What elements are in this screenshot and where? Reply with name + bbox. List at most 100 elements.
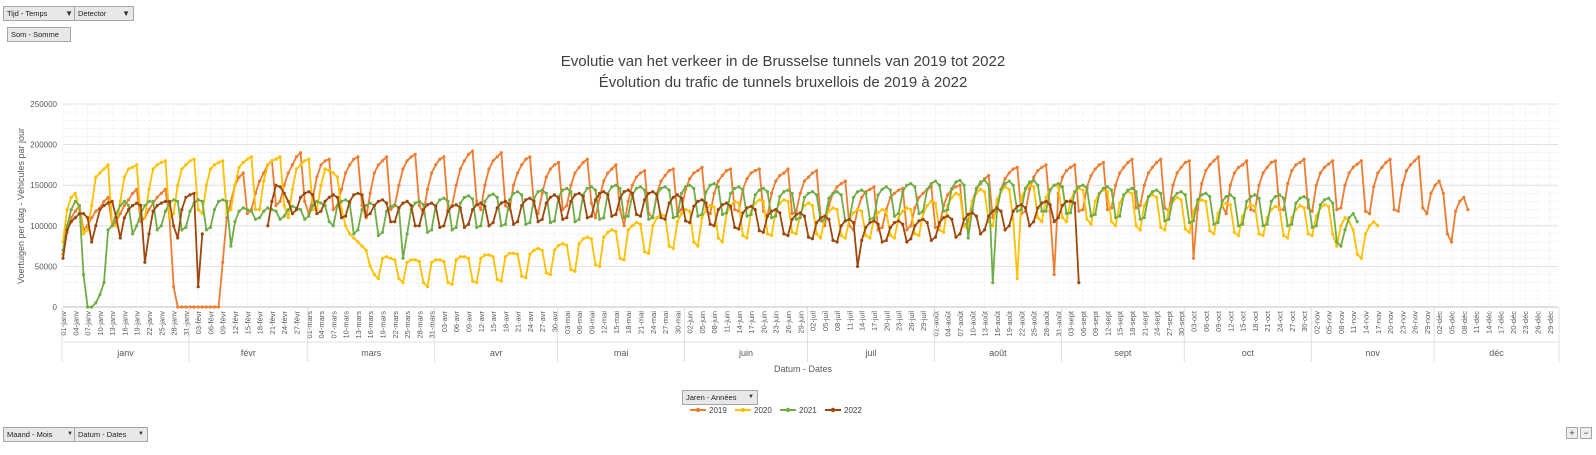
values-field-button[interactable]: Som - Somme — [7, 27, 71, 42]
data-point — [532, 199, 536, 203]
data-point — [106, 228, 110, 232]
expand-field-button[interactable]: + — [1566, 427, 1578, 439]
data-point — [1331, 159, 1335, 163]
x-tick-label: 09-sept — [1091, 310, 1100, 336]
data-point — [339, 187, 344, 191]
data-point — [1011, 217, 1015, 221]
data-point — [667, 201, 671, 205]
data-point — [311, 193, 315, 197]
data-point — [118, 199, 122, 203]
data-point — [274, 157, 278, 161]
data-point — [1105, 208, 1110, 212]
data-point — [659, 216, 663, 220]
date-field-button[interactable]: Datum - Dates ▼ — [74, 427, 148, 442]
data-point — [360, 193, 364, 197]
x-tick-label: 19-mars — [378, 311, 387, 339]
data-point — [712, 191, 716, 195]
data-point — [823, 217, 827, 221]
x-axis-title: Datum - Dates — [774, 364, 833, 374]
years-field-button[interactable]: Jaren - Années ▼ — [682, 390, 758, 405]
data-point — [262, 171, 266, 175]
detector-filter-button[interactable]: Detector ▼ — [74, 6, 134, 21]
data-point — [417, 224, 421, 228]
data-point — [1032, 178, 1036, 182]
data-point — [733, 225, 737, 229]
data-point — [299, 208, 303, 212]
data-point — [1454, 209, 1458, 213]
data-point — [491, 221, 495, 225]
month-label: janv — [116, 348, 134, 358]
data-point — [1232, 196, 1236, 200]
data-point — [663, 217, 667, 221]
data-point — [262, 179, 266, 183]
data-point — [102, 199, 106, 203]
data-point — [299, 151, 303, 155]
data-point — [98, 208, 102, 212]
data-point — [737, 227, 741, 231]
data-point — [200, 199, 204, 203]
data-point — [258, 179, 262, 183]
data-point — [233, 220, 237, 224]
data-point — [937, 221, 942, 225]
data-point — [1269, 160, 1273, 165]
data-point — [450, 282, 454, 286]
data-point — [94, 175, 98, 179]
data-point — [1183, 160, 1187, 165]
data-point — [389, 204, 393, 208]
collapse-field-button[interactable]: − — [1580, 427, 1592, 439]
data-point — [1011, 183, 1015, 187]
data-point — [630, 183, 634, 187]
data-point — [856, 190, 860, 194]
years-field-label: Jaren - Années — [686, 393, 737, 402]
data-point — [1052, 272, 1056, 277]
x-tick-label: 24-avr — [526, 311, 535, 333]
data-point — [561, 217, 565, 221]
x-tick-label: 06-févr — [206, 310, 215, 334]
data-point — [356, 228, 360, 232]
data-point — [1368, 224, 1372, 228]
data-point — [757, 198, 761, 202]
data-point — [761, 230, 766, 234]
data-point — [1019, 208, 1024, 212]
data-point — [561, 242, 565, 246]
data-point — [1089, 222, 1093, 226]
data-point — [319, 163, 323, 167]
data-point — [1335, 208, 1339, 212]
data-point — [1175, 171, 1179, 175]
data-point — [843, 179, 847, 183]
data-point — [790, 191, 794, 195]
data-point — [188, 209, 192, 213]
data-point — [1290, 222, 1294, 226]
data-point — [1146, 171, 1150, 175]
data-point — [204, 183, 208, 187]
x-tick-label: 15-oct — [1239, 310, 1248, 332]
data-point — [176, 199, 180, 203]
x-tick-label: 05-nov — [1325, 311, 1334, 334]
x-tick-label: 27-sept — [1165, 310, 1174, 336]
data-point — [577, 165, 581, 169]
legend-label: 2022 — [844, 406, 862, 415]
data-point — [589, 237, 594, 241]
data-point — [393, 220, 397, 224]
data-point — [1351, 165, 1355, 169]
chart-title: Evolutie van het verkeer in de Brusselse… — [561, 53, 1005, 70]
data-point — [397, 206, 401, 210]
data-point — [1032, 175, 1036, 179]
data-point — [430, 260, 434, 264]
data-point — [1335, 240, 1339, 244]
data-point — [286, 199, 290, 203]
data-point — [954, 191, 958, 195]
data-point — [446, 209, 450, 213]
data-point — [98, 293, 102, 297]
data-point — [430, 201, 434, 205]
x-tick-label: 28-mars — [415, 311, 424, 339]
data-point — [86, 228, 90, 232]
data-point — [524, 198, 528, 202]
data-point — [704, 190, 708, 194]
data-point — [1044, 209, 1048, 213]
data-point — [1044, 195, 1048, 199]
x-tick-label: 08-juil — [833, 311, 842, 331]
data-point — [516, 220, 520, 224]
data-point — [90, 240, 94, 244]
data-point — [843, 236, 847, 240]
